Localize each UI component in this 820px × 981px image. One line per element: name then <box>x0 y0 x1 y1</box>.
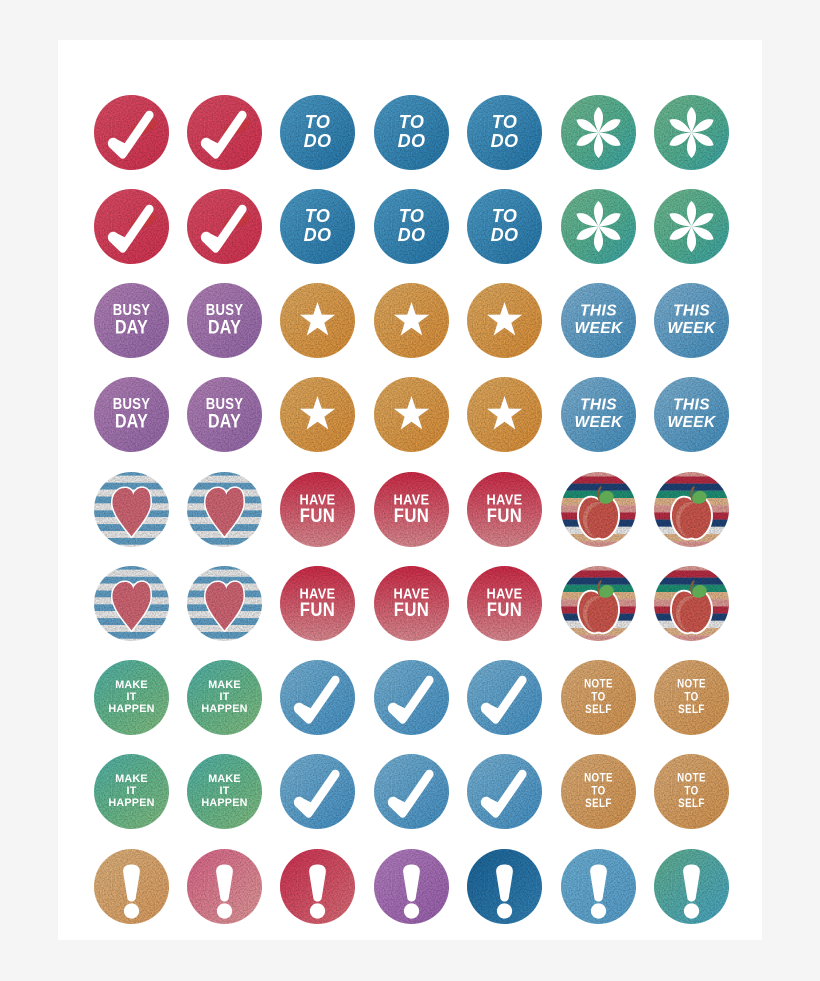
svg-text:NOTE: NOTE <box>584 772 613 785</box>
svg-text:TO: TO <box>591 691 605 704</box>
svg-text:THIS: THIS <box>580 397 617 414</box>
svg-text:SELF: SELF <box>678 798 705 811</box>
svg-text:WEEK: WEEK <box>667 320 717 337</box>
svg-text:WEEK: WEEK <box>667 414 717 431</box>
svg-text:IT: IT <box>126 691 136 703</box>
svg-text:FUN: FUN <box>487 504 522 525</box>
svg-text:DAY: DAY <box>115 410 148 432</box>
svg-text:HAPPEN: HAPPEN <box>108 797 154 809</box>
svg-text:DAY: DAY <box>208 410 241 432</box>
svg-text:TO: TO <box>492 112 517 132</box>
svg-text:DAY: DAY <box>115 316 148 338</box>
svg-text:MAKE: MAKE <box>115 679 148 691</box>
svg-text:TO: TO <box>492 206 517 226</box>
svg-text:DO: DO <box>304 225 332 245</box>
svg-text:WEEK: WEEK <box>574 320 624 337</box>
svg-text:HAPPEN: HAPPEN <box>108 703 154 715</box>
svg-text:DO: DO <box>491 130 519 150</box>
svg-text:MAKE: MAKE <box>208 679 241 691</box>
svg-text:FUN: FUN <box>394 504 429 525</box>
svg-text:IT: IT <box>126 785 136 797</box>
svg-text:IT: IT <box>220 785 230 797</box>
svg-text:HAPPEN: HAPPEN <box>201 797 247 809</box>
svg-text:FUN: FUN <box>300 599 335 620</box>
svg-text:NOTE: NOTE <box>677 678 706 691</box>
svg-text:HAPPEN: HAPPEN <box>201 703 247 715</box>
svg-text:WEEK: WEEK <box>574 414 624 431</box>
svg-text:THIS: THIS <box>580 303 617 320</box>
svg-text:FUN: FUN <box>487 599 522 620</box>
svg-text:TO: TO <box>684 785 698 798</box>
svg-text:DAY: DAY <box>208 316 241 338</box>
svg-text:DO: DO <box>304 130 332 150</box>
svg-text:NOTE: NOTE <box>677 772 706 785</box>
svg-text:TO: TO <box>399 206 424 226</box>
svg-text:DO: DO <box>397 225 425 245</box>
svg-text:TO: TO <box>684 691 698 704</box>
svg-text:THIS: THIS <box>673 397 710 414</box>
svg-text:THIS: THIS <box>673 303 710 320</box>
svg-text:FUN: FUN <box>300 504 335 525</box>
svg-text:TO: TO <box>305 112 330 132</box>
svg-text:DO: DO <box>397 130 425 150</box>
svg-text:TO: TO <box>305 206 330 226</box>
svg-text:IT: IT <box>220 691 230 703</box>
svg-text:DO: DO <box>491 225 519 245</box>
svg-text:MAKE: MAKE <box>208 773 241 785</box>
svg-text:TO: TO <box>399 112 424 132</box>
svg-text:NOTE: NOTE <box>584 678 613 691</box>
svg-text:SELF: SELF <box>585 703 612 716</box>
svg-text:FUN: FUN <box>394 599 429 620</box>
svg-text:TO: TO <box>591 785 605 798</box>
svg-text:MAKE: MAKE <box>115 773 148 785</box>
svg-text:SELF: SELF <box>585 798 612 811</box>
svg-text:SELF: SELF <box>678 703 705 716</box>
